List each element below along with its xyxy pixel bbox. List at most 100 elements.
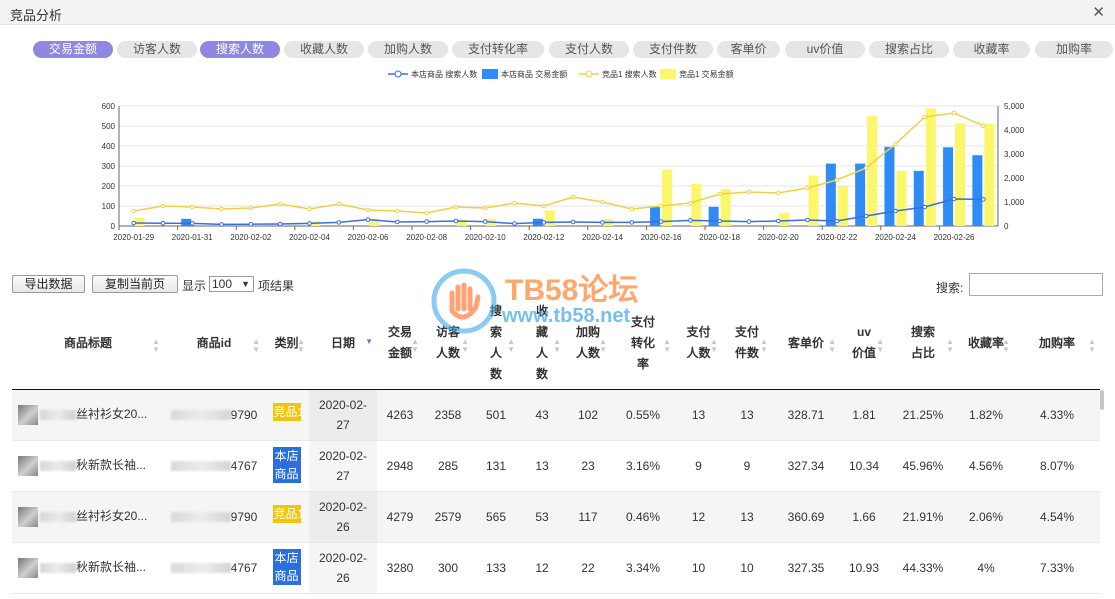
column-header[interactable]: 搜索人数 ▲ ▼ [473,298,519,390]
series-point [189,204,195,210]
column-header[interactable]: 类别 ▲ ▼ [264,298,309,390]
column-header[interactable]: uv 价值 ▲ ▼ [840,298,888,390]
bar-competitor [779,212,790,226]
copy-page-button[interactable]: 复制当前页 [92,275,178,293]
column-header[interactable]: 支付 件数 ▲ ▼ [722,298,772,390]
column-header-label: 加购 人数 [575,325,600,361]
x-tick-label: 2020-02-20 [758,233,799,242]
cell-value: 2.06% [958,491,1014,543]
product-thumbnail [18,506,38,527]
x-tick-label: 2020-02-18 [699,233,740,242]
column-header-label: 收藏人数 [535,304,548,382]
column-header[interactable]: 加购 人数 ▲ ▼ [565,298,611,390]
series-point [424,210,429,216]
column-header[interactable]: 日期 ▼ [309,298,377,390]
table-row[interactable]: 秋新款长袖... 4767 本店商品 2020-02- 27 2948 285 131 13 23… [12,440,1100,492]
column-header[interactable]: 收藏率 ▲ ▼ [958,298,1014,390]
series-point [482,219,488,224]
page-size-select[interactable]: 100 ▼ [209,276,254,292]
tab-12[interactable]: 收藏率 [953,41,1030,58]
sort-icon: ▲ ▼ [760,337,768,354]
x-tick-label: 2020-02-02 [230,233,271,242]
cell-value: 117 [565,491,611,543]
cell-value: 1.66 [840,491,888,543]
column-header[interactable]: 访客 人数 ▲ ▼ [423,298,473,390]
tab-4[interactable]: 收藏人数 [284,41,364,58]
column-header-label: 加购率 [1038,335,1075,350]
tab-1[interactable]: 交易金额 [33,41,113,58]
close-icon[interactable]: ✕ [1092,4,1105,21]
chevron-down-icon: ▼ [241,279,250,289]
blurred-text [170,410,231,421]
table-body: 丝衬衫女20...9790竞品12020-02-2742632358501431… [12,389,1100,594]
column-header[interactable]: 支付 转化率 ▲ ▼ [611,298,675,390]
series-point [746,219,752,224]
tab-11[interactable]: 搜索占比 [869,41,949,58]
tab-8[interactable]: 支付件数 [633,41,713,58]
bar-competitor [808,175,819,226]
series-point [688,200,693,206]
y-right-tick-label: 1,000 [1004,198,1025,207]
tab-3[interactable]: 搜索人数 [200,41,280,58]
tab-9[interactable]: 客单价 [717,41,780,58]
column-header[interactable]: 加购率 ▲ ▼ [1014,298,1100,390]
series-point [893,141,898,147]
column-header[interactable]: 支付 人数 ▲ ▼ [675,298,722,390]
column-header-label: 支付 转化率 [630,314,655,371]
tab-5[interactable]: 加购人数 [368,41,448,58]
scrollbar-thumb[interactable] [1100,390,1104,410]
x-tick-label: 2020-02-26 [934,233,975,242]
tab-10[interactable]: uv价值 [785,41,865,58]
table-row[interactable]: 丝衬衫女20...9790竞品12020-02-2642792579565531… [12,491,1100,543]
tab-13[interactable]: 加购率 [1035,41,1113,58]
cell-id: 4767 [164,542,264,594]
cell-title: 丝衬衫女20... [12,389,164,441]
bar-competitor [544,210,555,226]
tab-7[interactable]: 支付人数 [549,41,629,58]
product-title: 秋新款长袖... [76,458,147,473]
column-header[interactable]: 收藏人数 ▲ ▼ [519,298,565,390]
cell-value: 10.34 [840,440,888,492]
series-point [160,220,166,226]
cell-category: 本店商品 [264,440,309,492]
cell-title: 秋新款长袖... [12,542,164,594]
series-point [189,221,195,226]
product-id: 9790 [230,407,258,422]
page-size-value: 100 [212,277,233,291]
cell-value: 0.46% [611,491,675,543]
column-header[interactable]: 客单价 ▲ ▼ [772,298,840,390]
tab-2[interactable]: 访客人数 [117,41,197,58]
series-point [658,203,664,209]
table-row[interactable]: 丝衬衫女20...9790竞品12020-02-2742632358501431… [12,389,1100,441]
search-label: 搜索: [936,281,964,295]
product-thumbnail [18,404,38,425]
series-point [512,200,517,206]
table-row[interactable]: 秋新款长袖... 4767 本店商品 2020-02- 26 3280 300 133 12 22… [12,542,1100,594]
column-header[interactable]: 商品id ▲ ▼ [164,298,264,390]
cell-value: 2579 [423,491,473,543]
column-header[interactable]: 商品标题 ▲ ▼ [12,298,164,390]
tab-6[interactable]: 支付转化率 [452,41,544,58]
search-input[interactable] [969,273,1103,296]
export-button[interactable]: 导出数据 [12,275,85,293]
series-point [219,206,224,212]
series-point [834,218,840,224]
sort-icon: ▲ ▼ [828,337,836,354]
series-point [600,199,605,205]
show-label: 显示 [182,279,207,293]
column-header-label: 访客 人数 [435,325,460,361]
series-point [365,207,371,213]
series-point [131,220,136,226]
legend-swatch-bar [660,69,676,79]
cell-date: 2020-02- 26 [309,542,377,594]
product-title: 秋新款长袖... [76,560,147,575]
y-left-tick-label: 0 [111,222,116,231]
row-date: 2020-02- 26 [318,550,368,585]
bar-competitor [867,115,878,226]
series-point [424,219,429,224]
column-header[interactable]: 搜索 占比 ▲ ▼ [888,298,958,390]
column-header-label: 支付 件数 [734,325,759,361]
cell-value: 13 [519,440,565,492]
sort-icon: ▲ ▼ [876,337,884,354]
column-header[interactable]: 交易 金额 ▲ ▼ [377,298,423,390]
